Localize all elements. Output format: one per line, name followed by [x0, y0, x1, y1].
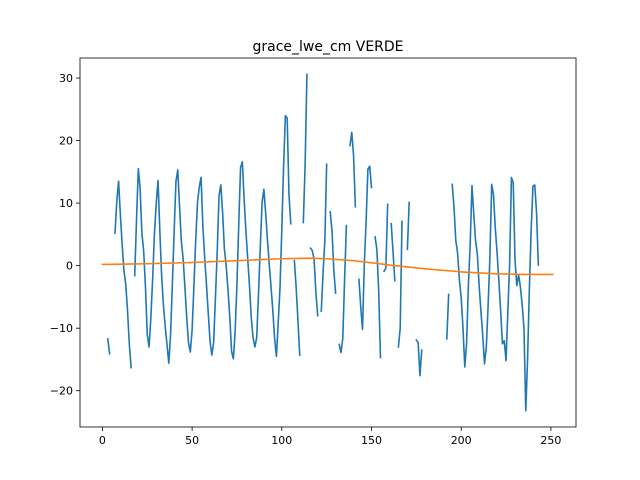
plot-frame — [79, 57, 577, 428]
x-tick-label: 200 — [451, 434, 472, 447]
x-tick-label: 250 — [540, 434, 561, 447]
axes-layer: 0 50 100 150 200 250 −20 −10 0 10 20 30 — [50, 57, 577, 447]
y-tick-label: 20 — [59, 135, 73, 148]
y-tick-label: 30 — [59, 72, 73, 85]
y-tick-label: −20 — [50, 385, 73, 398]
x-tick-label: 50 — [185, 434, 199, 447]
y-tick-label: 10 — [59, 197, 73, 210]
series-line-2 — [101, 257, 554, 276]
x-tick-label: 150 — [361, 434, 382, 447]
y-tick-label: −10 — [50, 322, 73, 335]
series-layer — [101, 73, 554, 412]
x-tick-label: 0 — [99, 434, 106, 447]
x-tick-label: 100 — [271, 434, 292, 447]
chart-title: grace_lwe_cm VERDE — [252, 39, 403, 55]
y-tick-label: 0 — [66, 260, 73, 273]
series-line-1 — [106, 73, 540, 412]
